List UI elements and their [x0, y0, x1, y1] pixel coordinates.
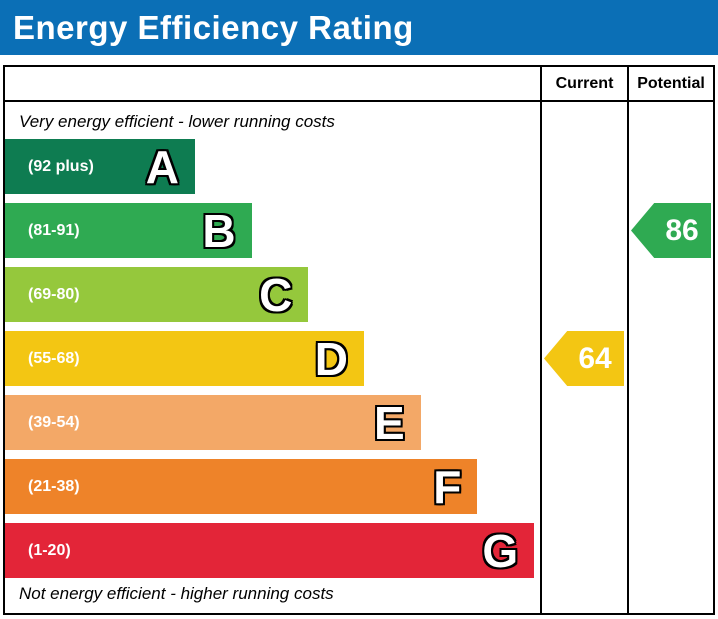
band-letter: G	[482, 524, 519, 577]
current-column-header: Current	[540, 67, 627, 100]
band-range-label: (92 plus)	[28, 157, 94, 175]
table-header-row: Current Potential	[5, 67, 713, 102]
potential-rating-pointer: 86	[631, 203, 711, 258]
band-range-label: (69-80)	[28, 285, 80, 303]
band-row-D: (55-68) D	[5, 331, 364, 386]
current-column: 64	[540, 102, 627, 613]
top-note: Very energy efficient - lower running co…	[19, 112, 335, 131]
band-chart: Very energy efficient - lower running co…	[5, 102, 540, 613]
band-range-label: (39-54)	[28, 413, 80, 431]
band-list: (92 plus) A (81-91) B (69-80) C (55-68) D (39-54…	[5, 139, 540, 587]
band-row-A: (92 plus) A	[5, 139, 195, 194]
band-letter: D	[314, 332, 348, 385]
band-range-label: (21-38)	[28, 477, 80, 495]
band-row-B: (81-91) B	[5, 203, 252, 258]
potential-column: 86	[627, 102, 713, 613]
potential-column-header: Potential	[627, 67, 713, 100]
band-range-label: (55-68)	[28, 349, 80, 367]
band-letter: A	[145, 140, 179, 193]
title-bar: Energy Efficiency Rating	[0, 0, 718, 55]
band-letter: C	[259, 268, 293, 321]
band-row-C: (69-80) C	[5, 267, 309, 322]
band-letter: F	[433, 460, 462, 513]
page-title: Energy Efficiency Rating	[13, 8, 414, 46]
band-range-label: (81-91)	[28, 221, 80, 239]
band-row-G: (1-20) G	[5, 523, 535, 578]
current-rating-pointer: 64	[544, 331, 624, 386]
header-spacer-cell	[5, 67, 540, 100]
band-letter: B	[202, 204, 236, 257]
bottom-note: Not energy efficient - higher running co…	[19, 584, 334, 603]
band-row-F: (21-38) F	[5, 459, 478, 514]
epc-rating-table: Current Potential Very energy efficient …	[3, 65, 715, 615]
band-row-E: (39-54) E	[5, 395, 421, 450]
band-letter: E	[374, 396, 405, 449]
table-body: Very energy efficient - lower running co…	[5, 102, 713, 613]
band-range-label: (1-20)	[28, 541, 71, 559]
